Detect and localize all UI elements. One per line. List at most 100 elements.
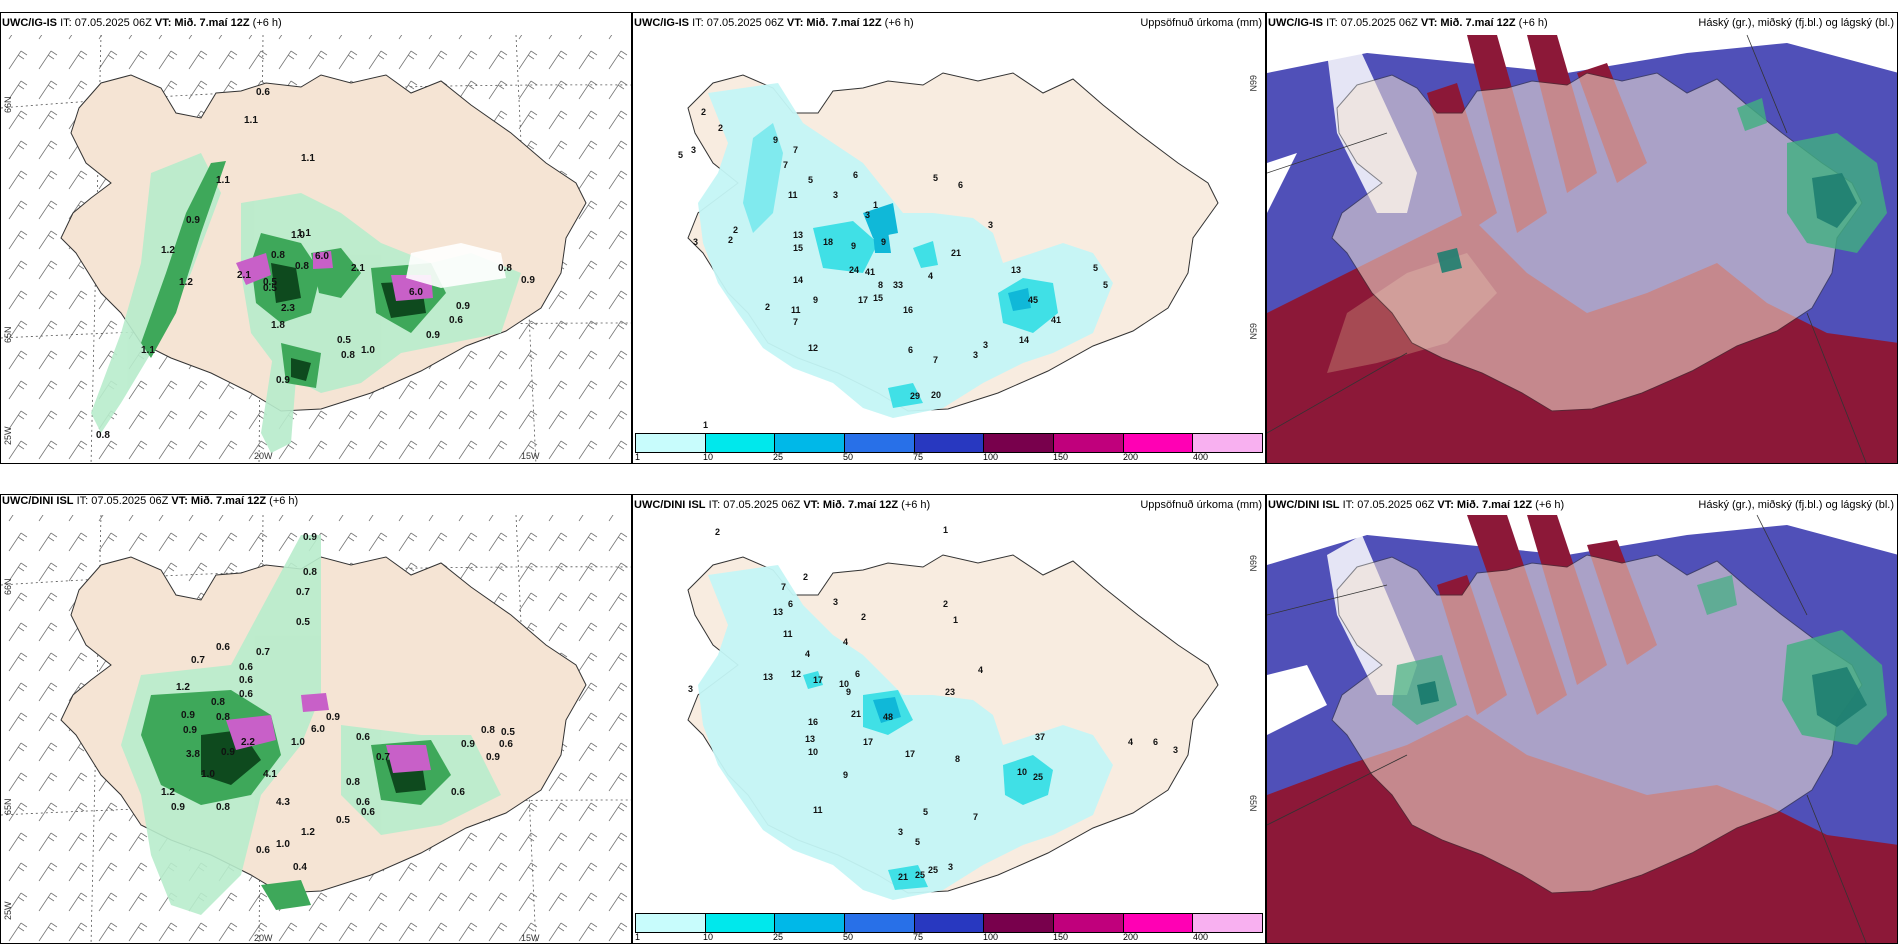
svg-text:17: 17 [858,295,868,305]
init-time: IT: 07.05.2025 06Z [692,17,784,29]
colorbar-label: 100 [983,932,999,942]
colorbar-cell [914,914,985,932]
svg-text:0.6: 0.6 [451,787,465,798]
lon-label: 25W [3,901,13,920]
svg-text:13: 13 [763,672,773,682]
svg-text:1.0: 1.0 [291,737,305,748]
svg-text:11: 11 [813,805,823,815]
colorbar-cell [845,434,915,452]
svg-text:1: 1 [873,200,878,210]
svg-text:1.0: 1.0 [201,769,215,780]
svg-text:4: 4 [928,271,933,281]
svg-text:3: 3 [865,210,870,220]
svg-text:10: 10 [808,747,818,757]
svg-text:0.9: 0.9 [521,275,535,286]
svg-text:0.6: 0.6 [499,739,513,750]
svg-text:25: 25 [915,870,925,880]
valid-time: VT: Mið. 7.maí 12Z [786,17,882,29]
svg-text:0.6: 0.6 [256,87,270,98]
svg-text:0.9: 0.9 [276,375,290,386]
lead-time: (+6 h) [269,495,299,507]
svg-text:12: 12 [791,669,801,679]
svg-text:3: 3 [688,684,693,694]
svg-text:7: 7 [781,582,786,592]
svg-text:0.9: 0.9 [181,710,195,721]
svg-text:11: 11 [788,190,798,200]
svg-text:10: 10 [1017,767,1027,777]
cloud-cover-map [1267,514,1897,943]
model-name: UWC/IG-IS [1268,17,1323,29]
svg-text:0.9: 0.9 [186,215,200,226]
svg-text:2: 2 [733,225,738,235]
svg-text:29: 29 [910,391,920,401]
svg-text:1.0: 1.0 [361,345,375,356]
svg-text:1.2: 1.2 [161,245,175,256]
precip-wind-map: 0.6 1.1 1.1 1.1 0.9 1.2 1.0 0.8 1.1 2.1 … [1,35,631,463]
lat-label: 65N [1248,795,1258,812]
svg-text:0.9: 0.9 [486,752,500,763]
panel-title: UWC/IG-IS IT: 07.05.2025 06Z VT: Mið. 7.… [1268,17,1548,30]
lead-time: (+6 h) [901,499,931,511]
colorbar-label: 200 [1123,452,1139,462]
colorbar-cell [705,914,776,932]
colorbar-label: 400 [1193,452,1209,462]
panel-title: UWC/IG-IS IT: 07.05.2025 06Z VT: Mið. 7.… [2,17,282,30]
svg-text:0.9: 0.9 [456,301,470,312]
lon-label: 25W [3,426,13,445]
svg-text:0.8: 0.8 [216,712,230,723]
valid-time: VT: Mið. 7.maí 12Z [154,17,250,29]
svg-text:4: 4 [1128,737,1133,747]
lon-label: 20W [254,451,273,461]
accum-values: 2 1 2 7 6 3 2 4 13 11 2 1 3 4 13 12 17 1… [688,525,1178,882]
colorbar-cell [636,914,706,932]
svg-text:0.8: 0.8 [216,802,230,813]
svg-text:0.9: 0.9 [171,802,185,813]
svg-text:23: 23 [945,687,955,697]
lat-label: 66N [3,578,13,595]
svg-text:6: 6 [855,669,860,679]
lat-label: 66N [3,96,13,113]
colorbar-cells [635,433,1263,453]
svg-text:48: 48 [883,712,893,722]
svg-text:11: 11 [791,305,801,315]
colorbar-labels: 1 10 25 50 75 100 150 200 400 [633,932,1265,943]
svg-text:2: 2 [943,599,948,609]
svg-text:0.5: 0.5 [263,283,277,294]
svg-text:2: 2 [765,302,770,312]
svg-text:16: 16 [903,305,913,315]
colorbar-label: 25 [773,452,784,462]
svg-text:7: 7 [933,355,938,365]
svg-text:0.9: 0.9 [426,330,440,341]
panel-bottom-middle: UWC/DINI ISL IT: 07.05.2025 06Z VT: Mið.… [632,494,1266,944]
svg-text:3.8: 3.8 [186,749,200,760]
svg-text:14: 14 [793,275,803,285]
svg-text:3: 3 [833,597,838,607]
svg-text:17: 17 [905,749,915,759]
svg-text:9: 9 [843,770,848,780]
colorbar-label: 150 [1053,932,1069,942]
panel-right-title: Uppsöfnuð úrkoma (mm) [1140,499,1262,511]
svg-text:0.5: 0.5 [296,617,310,628]
svg-text:0.5: 0.5 [501,727,515,738]
lon-label: 20W [254,933,273,943]
colorbar-label: 200 [1123,932,1139,942]
svg-text:1.1: 1.1 [301,153,315,164]
colorbar-cell [1193,434,1263,452]
svg-text:0.9: 0.9 [221,747,235,758]
svg-text:0.8: 0.8 [295,261,309,272]
svg-text:2: 2 [718,123,723,133]
colorbar-labels: 1 10 25 50 75 100 150 200 400 [633,452,1265,463]
panel-title: UWC/DINI ISL IT: 07.05.2025 06Z VT: Mið.… [634,499,930,512]
panel-bottom-left: UWC/DINI ISL IT: 07.05.2025 06Z VT: Mið.… [0,494,632,944]
svg-text:0.9: 0.9 [183,725,197,736]
svg-text:1.0: 1.0 [291,230,305,241]
colorbar-label: 50 [843,452,854,462]
svg-text:2: 2 [861,612,866,622]
svg-text:21: 21 [951,248,961,258]
svg-text:0.9: 0.9 [326,712,340,723]
valid-time: VT: Mið. 7.maí 12Z [803,499,899,511]
svg-text:6.0: 6.0 [315,251,329,262]
svg-text:2: 2 [728,235,733,245]
svg-text:21: 21 [898,872,908,882]
svg-text:1.2: 1.2 [301,827,315,838]
